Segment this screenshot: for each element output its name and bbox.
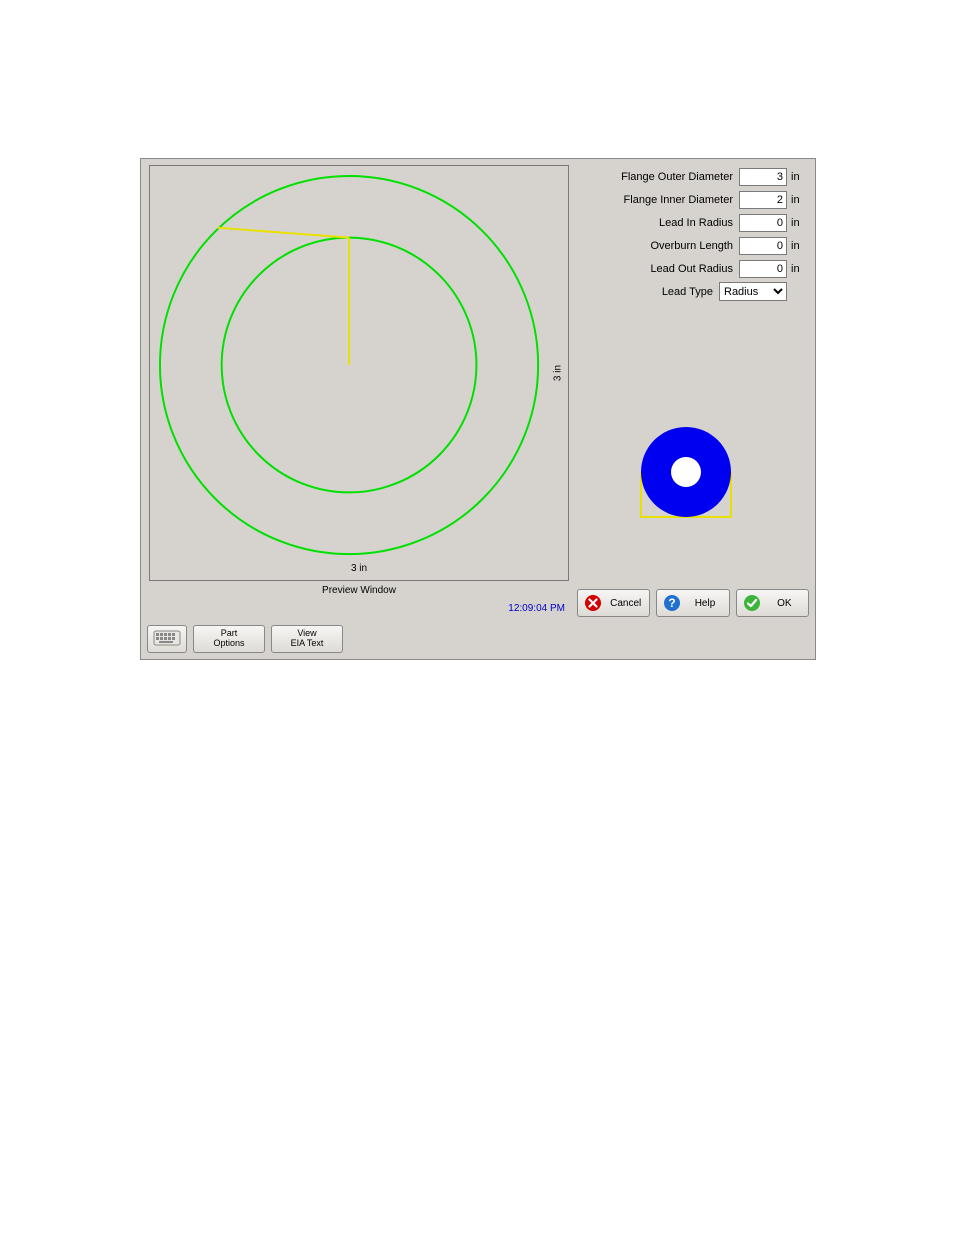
app-window: 3 in 3 in Preview Window 12:09:04 PM Fla… bbox=[140, 158, 816, 660]
field-flange-inner-diameter: Flange Inner Diameter in bbox=[581, 188, 807, 211]
thumb-inner-circle bbox=[671, 457, 701, 487]
part-options-label: Part Options bbox=[213, 629, 244, 649]
view-eia-label: View EIA Text bbox=[291, 629, 324, 649]
field-lead-out-radius: Lead Out Radius in bbox=[581, 257, 807, 280]
field-lead-type: Lead Type Radius bbox=[581, 280, 807, 303]
field-label: Lead In Radius bbox=[581, 217, 735, 229]
part-options-button[interactable]: Part Options bbox=[193, 625, 265, 653]
shape-thumbnail bbox=[631, 417, 741, 527]
help-label: Help bbox=[687, 598, 722, 609]
lead-type-select[interactable]: Radius bbox=[719, 282, 787, 301]
overburn-length-input[interactable] bbox=[739, 237, 787, 255]
help-icon: ? bbox=[663, 594, 681, 612]
form-panel: Flange Outer Diameter in Flange Inner Di… bbox=[581, 165, 807, 303]
field-unit: in bbox=[791, 194, 807, 206]
field-unit: in bbox=[791, 263, 807, 275]
keyboard-button[interactable] bbox=[147, 625, 187, 653]
field-label: Flange Outer Diameter bbox=[581, 171, 735, 183]
flange-outer-diameter-input[interactable] bbox=[739, 168, 787, 186]
field-lead-in-radius: Lead In Radius in bbox=[581, 211, 807, 234]
preview-canvas bbox=[150, 166, 568, 580]
help-button[interactable]: ? Help bbox=[656, 589, 729, 617]
svg-text:?: ? bbox=[669, 596, 676, 610]
ok-icon bbox=[743, 594, 761, 612]
lead-line-angled bbox=[218, 228, 349, 238]
timestamp: 12:09:04 PM bbox=[149, 603, 569, 614]
field-label: Lead Type bbox=[581, 286, 715, 298]
lead-in-radius-input[interactable] bbox=[739, 214, 787, 232]
preview-panel: 3 in 3 in bbox=[149, 165, 569, 581]
view-eia-text-button[interactable]: View EIA Text bbox=[271, 625, 343, 653]
cancel-label: Cancel bbox=[608, 598, 643, 609]
bottom-toolbar: Part Options View EIA Text bbox=[147, 625, 343, 653]
field-unit: in bbox=[791, 171, 807, 183]
lead-out-radius-input[interactable] bbox=[739, 260, 787, 278]
action-bar: Cancel ? Help OK bbox=[577, 589, 809, 621]
ok-button[interactable]: OK bbox=[736, 589, 809, 617]
field-label: Flange Inner Diameter bbox=[581, 194, 735, 206]
field-overburn-length: Overburn Length in bbox=[581, 234, 807, 257]
field-label: Overburn Length bbox=[581, 240, 735, 252]
field-label: Lead Out Radius bbox=[581, 263, 735, 275]
y-axis-label: 3 in bbox=[552, 365, 563, 381]
field-flange-outer-diameter: Flange Outer Diameter in bbox=[581, 165, 807, 188]
keyboard-icon bbox=[153, 630, 181, 649]
preview-caption: Preview Window bbox=[149, 585, 569, 596]
flange-inner-diameter-input[interactable] bbox=[739, 191, 787, 209]
ok-label: OK bbox=[767, 598, 802, 609]
x-axis-label: 3 in bbox=[150, 563, 568, 574]
cancel-icon bbox=[584, 594, 602, 612]
cancel-button[interactable]: Cancel bbox=[577, 589, 650, 617]
field-unit: in bbox=[791, 240, 807, 252]
field-unit: in bbox=[791, 217, 807, 229]
